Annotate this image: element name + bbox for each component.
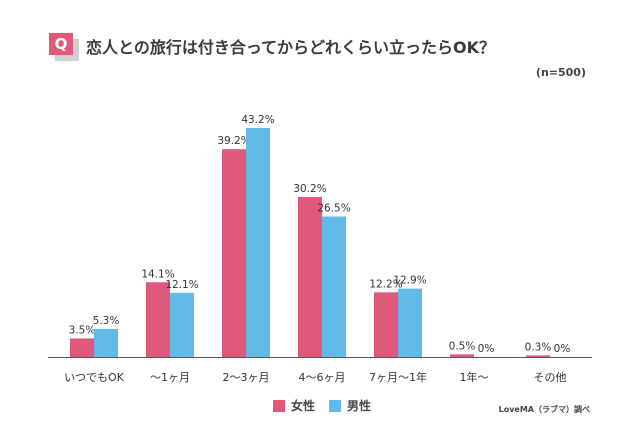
bar-female — [70, 338, 94, 357]
data-label-female: 12.2% — [369, 278, 402, 290]
legend-label-male: 男性 — [347, 399, 372, 413]
legend: 女性 男性 — [273, 397, 385, 414]
x-tick-label: 2〜3ヶ月 — [223, 371, 270, 384]
data-label-male: 5.3% — [93, 315, 120, 327]
legend-item-female: 女性 — [273, 397, 315, 414]
data-label-male: 26.5% — [317, 203, 350, 215]
legend-swatch-male — [329, 399, 342, 412]
legend-item-male: 男性 — [329, 397, 371, 414]
bar-female — [298, 196, 322, 357]
data-label-female: 0.3% — [525, 341, 552, 353]
source-credit: LoveMA（ラブマ）調べ — [498, 405, 590, 414]
data-label-female: 39.2% — [217, 135, 250, 147]
data-label-female: 3.5% — [69, 324, 96, 336]
x-tick-label: いつでもOK — [64, 371, 125, 384]
question-title: 恋人との旅行は付き合ってからどれくらい立ったらOK？ — [86, 38, 496, 57]
data-label-female: 30.2% — [293, 183, 326, 195]
bar-male — [322, 216, 346, 357]
bar-male — [398, 288, 422, 357]
bar-female — [450, 354, 474, 357]
bar-female — [526, 355, 550, 357]
data-label-male: 0% — [478, 343, 495, 355]
data-label-female: 14.1% — [141, 268, 174, 280]
bar-male — [246, 128, 270, 357]
bar-female — [374, 292, 398, 357]
x-tick-label: 1年〜 — [460, 370, 489, 384]
bar-female — [222, 149, 246, 357]
data-label-female: 0.5% — [449, 340, 476, 352]
x-tick-label: その他 — [534, 371, 567, 384]
q-badge: Q — [49, 33, 73, 55]
bar-male — [94, 328, 118, 357]
legend-label-female: 女性 — [291, 399, 316, 413]
x-tick-label: 〜1ヶ月 — [150, 371, 190, 384]
data-label-male: 12.9% — [393, 275, 426, 287]
data-label-male: 43.2% — [241, 114, 274, 126]
data-label-male: 12.1% — [165, 279, 198, 291]
x-tick-label: 7ヶ月〜1年 — [369, 370, 427, 384]
x-tick-label: 4〜6ヶ月 — [299, 371, 346, 384]
legend-swatch-female — [273, 399, 285, 412]
bar-male — [170, 292, 194, 357]
sample-size: (n=500) — [535, 66, 586, 79]
bar-female — [146, 282, 170, 357]
data-label-male: 0% — [554, 343, 571, 355]
